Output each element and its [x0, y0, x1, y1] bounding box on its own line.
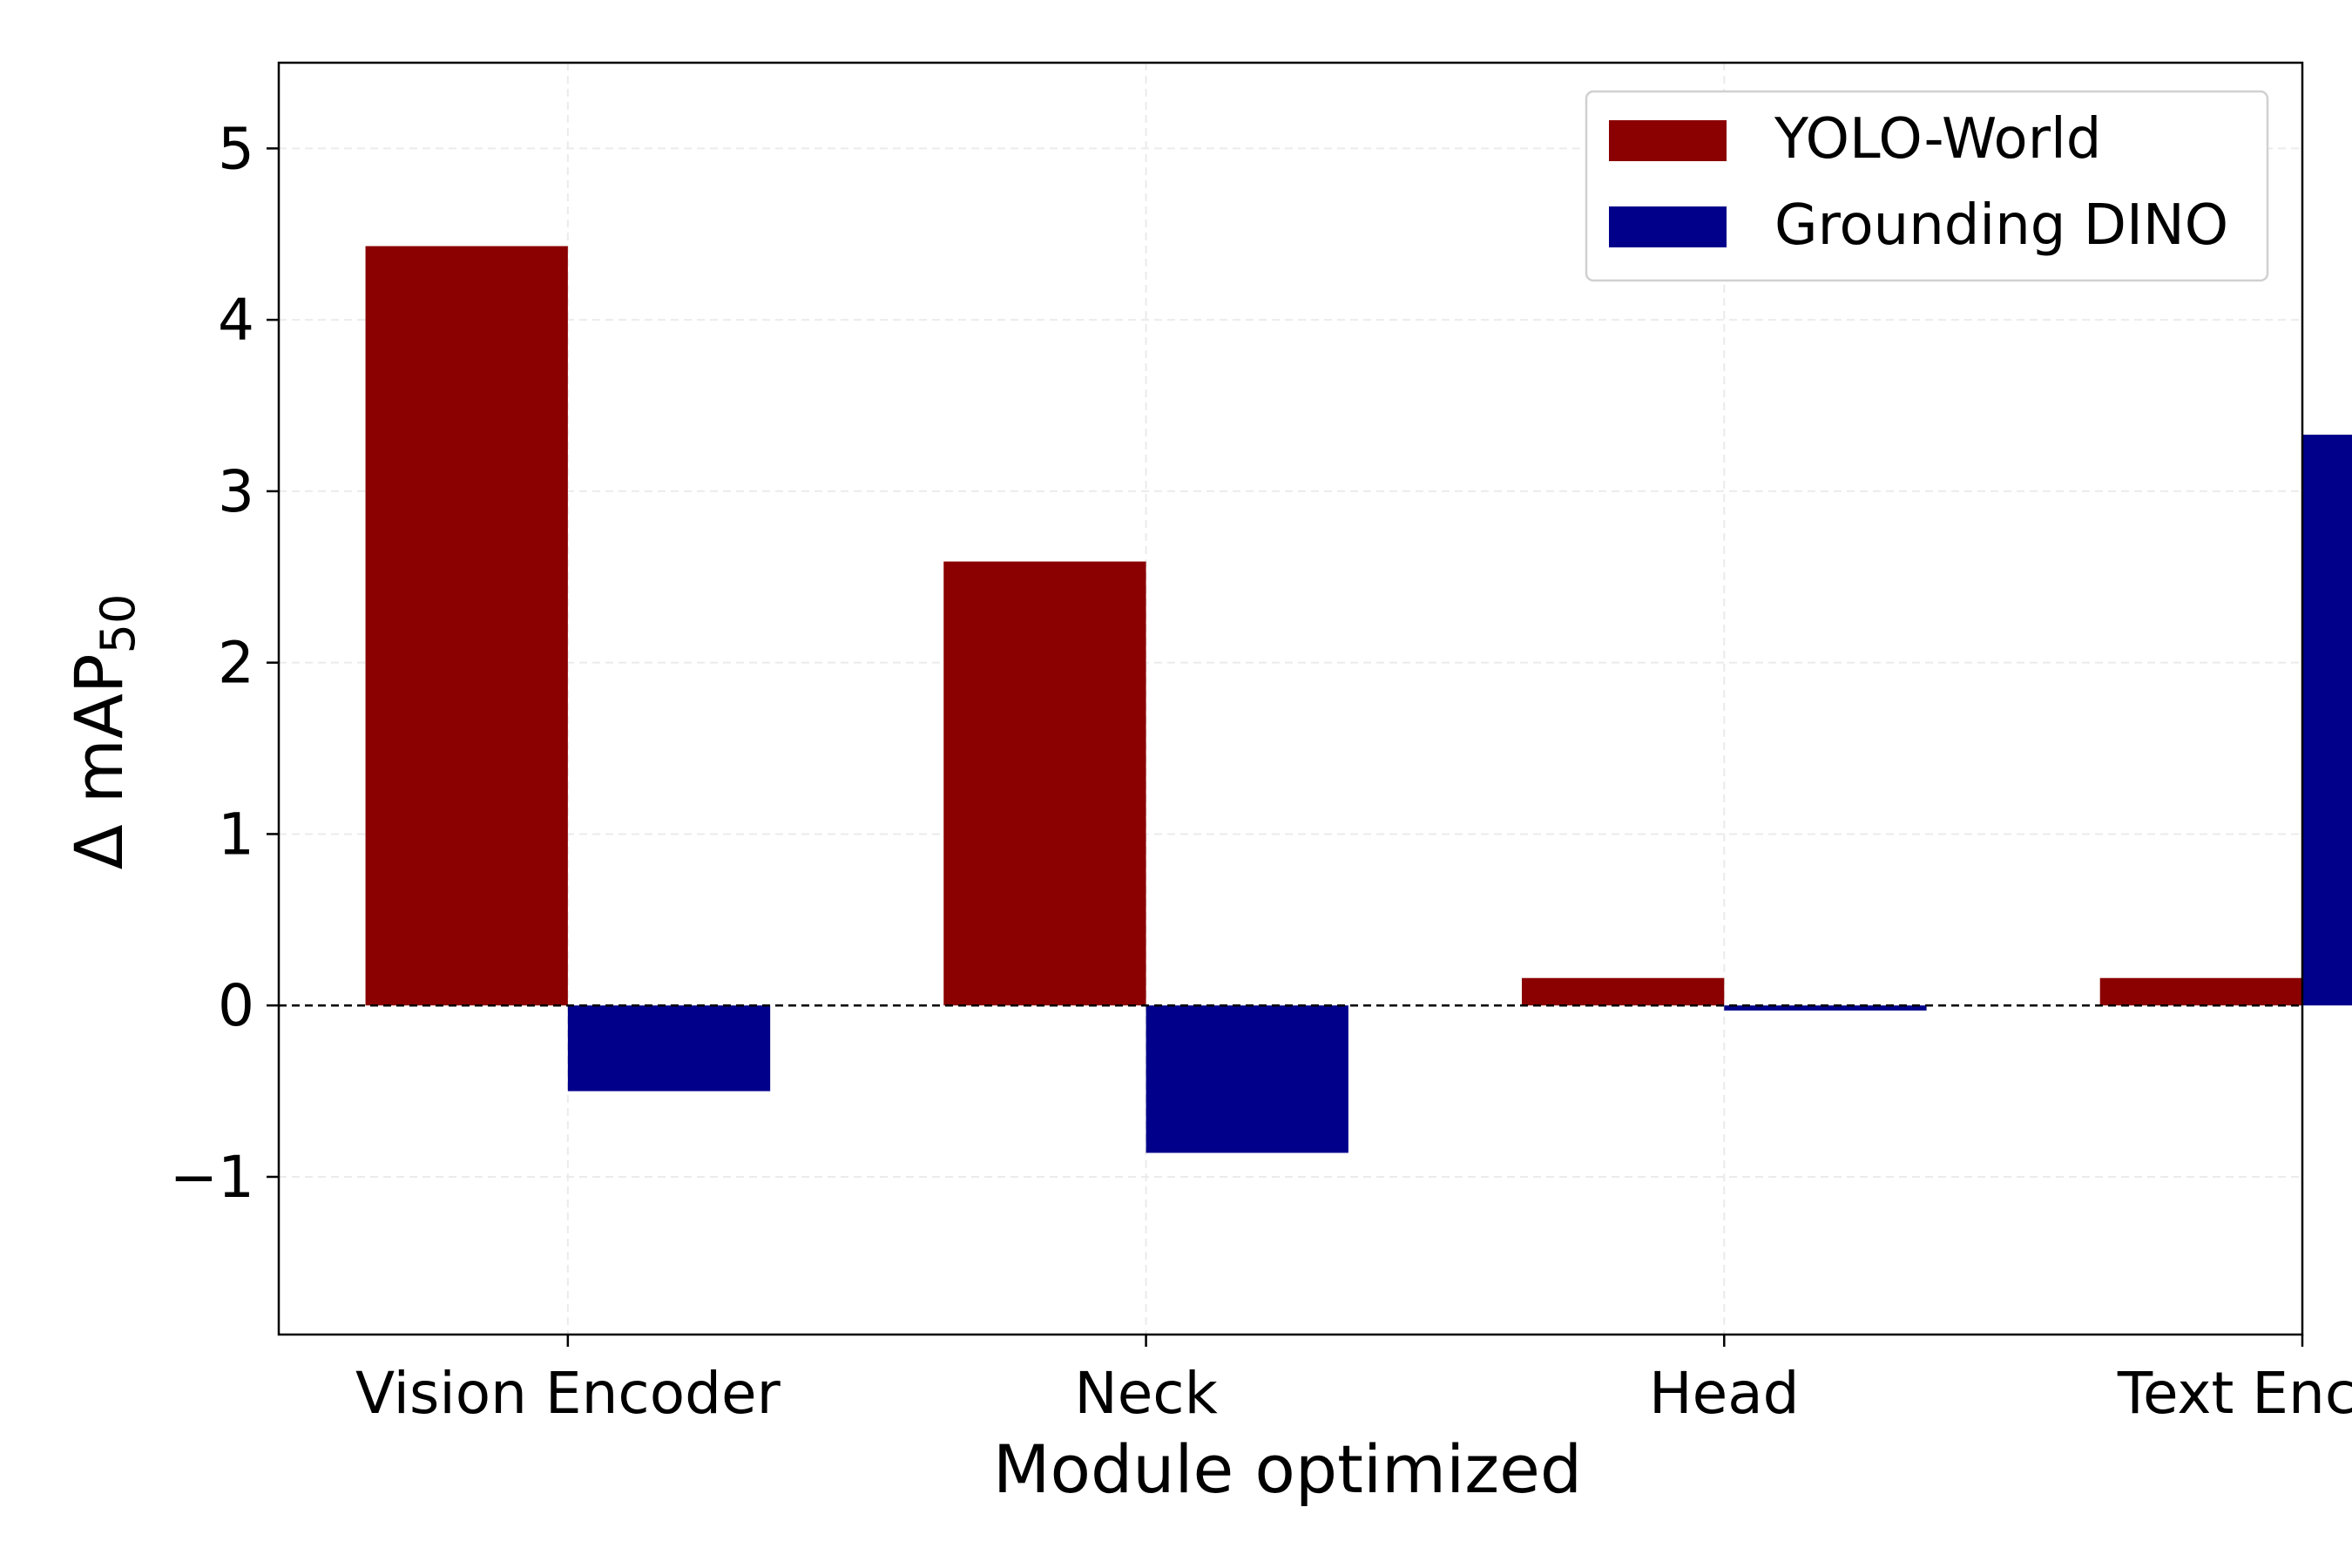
- legend-label-grounding-dino: Grounding DINO: [1774, 193, 2228, 258]
- legend-label-yolo-world: YOLO-World: [1774, 107, 2101, 172]
- legend-swatch-grounding-dino: [1609, 206, 1727, 247]
- y-tick-label: −1: [170, 1144, 254, 1211]
- plot-frame: [277, 61, 2304, 1336]
- y-tick-label: 0: [218, 972, 254, 1039]
- bar-grounding-dino: [567, 1005, 771, 1092]
- x-tick-label: Vision Encoder: [355, 1360, 781, 1427]
- y-tick-label: 1: [218, 801, 254, 868]
- x-tick-label: Text Encoder: [2117, 1360, 2352, 1427]
- bar-yolo-world: [943, 561, 1146, 1006]
- y-tick-label: 5: [218, 115, 254, 182]
- bar-yolo-world: [1521, 977, 1725, 1006]
- y-axis-label: Δ mAP50: [60, 594, 145, 870]
- y-axis-label-main: Δ mAP: [60, 653, 138, 869]
- x-tick-label: Neck: [1074, 1360, 1218, 1427]
- bar-yolo-world: [2099, 977, 2302, 1006]
- bar-yolo-world: [365, 246, 568, 1006]
- y-tick-label: 4: [218, 287, 254, 354]
- x-axis: Vision Encoder Neck Head Text Encoder: [355, 1335, 2352, 1427]
- x-tick-label: Head: [1649, 1360, 1800, 1427]
- x-axis-label: Module optimized: [993, 1430, 1582, 1508]
- legend-swatch-yolo-world: [1609, 120, 1727, 161]
- bar-grounding-dino: [2302, 434, 2352, 1006]
- bar-grounding-dino: [1724, 1005, 1927, 1011]
- y-axis-label-subscript: 50: [91, 594, 145, 654]
- y-tick-label: 3: [218, 458, 254, 525]
- legend-box: [1585, 90, 2269, 282]
- y-tick-label: 2: [218, 630, 254, 697]
- y-axis: −1 0 1 2 3 4 5: [170, 115, 279, 1211]
- bar-grounding-dino: [1146, 1005, 1348, 1153]
- bars: [365, 246, 2352, 1153]
- legend: YOLO-World Grounding DINO: [1585, 90, 2269, 282]
